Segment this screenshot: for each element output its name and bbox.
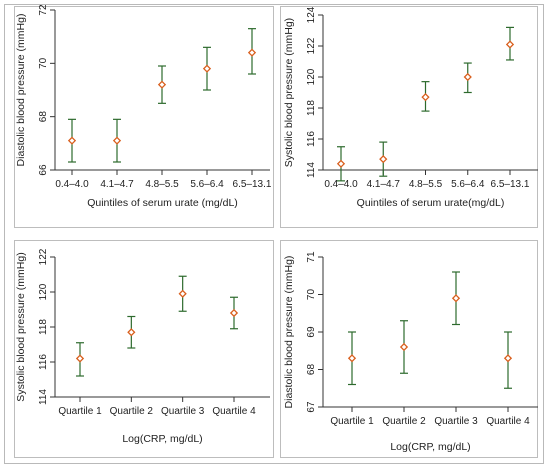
chart-bottom-left: 114 116 118 120 122 Quartile 1 Quartile 2 Quart… <box>15 248 270 445</box>
x-tick-label: 6.5–13.1 <box>491 179 530 190</box>
chart-bottom-right: 67 68 69 70 71 Quartile 1 Quartile 2 Quartile 3… <box>283 251 538 453</box>
y-tick-label: 118 <box>306 100 317 116</box>
x-tick-label: Quartile 3 <box>161 406 205 417</box>
data-point <box>336 159 346 168</box>
x-axis-title: Log(CRP, mg/dL) <box>122 433 202 445</box>
chart-top-left: 66 68 70 72 0.4–4.0 4.1–4.7 4.8–5.5 5.6–6.4 6.5–… <box>15 4 272 209</box>
x-tick-label: Quartile 1 <box>58 406 102 417</box>
y-tick-label: 120 <box>38 283 49 300</box>
data-point <box>505 40 515 49</box>
y-tick-label: 66 <box>38 164 49 176</box>
x-tick-label: 4.8–5.5 <box>409 179 443 190</box>
data-point <box>379 155 388 164</box>
x-tick-label: Quartile 1 <box>330 416 374 427</box>
data-point <box>127 328 136 337</box>
x-tick-label: Quartile 2 <box>382 416 426 427</box>
data-point <box>112 136 122 145</box>
y-tick-label: 120 <box>306 68 317 85</box>
x-axis-title: Log(CRP, mg/dL) <box>390 441 470 453</box>
y-tick-label: 116 <box>306 131 317 147</box>
panel-bottom-left <box>14 240 274 458</box>
y-tick-label: 114 <box>38 389 49 405</box>
x-tick-label: 0.4–4.0 <box>324 179 358 190</box>
y-tick-label: 122 <box>306 37 317 54</box>
data-point <box>202 64 212 73</box>
y-tick-label: 70 <box>306 289 317 301</box>
x-axis-title: Quintiles of serum urate (mg/dL) <box>87 197 238 209</box>
y-axis-title: Systolic blood pressure (mmHg) <box>283 18 295 167</box>
x-tick-label: 6.5–13.1 <box>233 179 272 190</box>
chart-top-right: 114 116 118 120 122 124 0.4–4.0 4.1–4.7 4.8–5.5 5… <box>283 6 538 209</box>
data-point <box>421 93 430 102</box>
y-tick-label: 114 <box>306 162 317 178</box>
y-tick-label: 67 <box>306 401 317 413</box>
x-tick-label: Quartile 3 <box>434 416 478 427</box>
x-axis-title: Quintiles of serum urate(mg/dL) <box>357 197 505 209</box>
y-axis-title: Diastolic blood pressure (mmHg) <box>15 14 27 167</box>
y-axis-title: Systolic blood pressure (mmHg) <box>15 252 27 401</box>
y-tick-label: 118 <box>38 319 49 335</box>
x-tick-label: 4.1–4.7 <box>100 179 134 190</box>
data-point <box>503 354 513 363</box>
data-point <box>247 48 257 57</box>
x-tick-label: Quartile 4 <box>212 406 256 417</box>
data-point <box>157 80 167 89</box>
y-tick-label: 68 <box>38 111 49 123</box>
y-tick-label: 68 <box>306 364 317 376</box>
y-tick-label: 70 <box>38 57 49 69</box>
x-tick-label: Quartile 4 <box>486 416 530 427</box>
x-tick-label: 5.6–6.4 <box>190 179 224 190</box>
y-tick-label: 122 <box>38 248 49 265</box>
y-axis-title: Diastolic blood pressure (mmHg) <box>283 256 295 409</box>
data-point <box>463 72 472 82</box>
data-point <box>229 308 239 318</box>
x-tick-label: 4.8–5.5 <box>145 179 179 190</box>
x-tick-label: 4.1–4.7 <box>367 179 401 190</box>
data-point <box>67 136 77 145</box>
data-point <box>178 289 187 298</box>
y-tick-label: 71 <box>306 251 317 263</box>
y-tick-label: 72 <box>38 4 49 16</box>
y-tick-label: 124 <box>306 6 317 23</box>
panel-top-left <box>14 6 274 228</box>
x-tick-label: Quartile 2 <box>110 406 154 417</box>
data-point <box>347 354 357 363</box>
x-tick-label: 5.6–6.4 <box>451 179 485 190</box>
data-point <box>451 294 461 303</box>
y-tick-label: 69 <box>306 326 317 338</box>
data-point <box>399 342 409 352</box>
data-point <box>75 354 85 363</box>
x-tick-label: 0.4–4.0 <box>55 179 89 190</box>
y-tick-label: 116 <box>38 354 49 370</box>
